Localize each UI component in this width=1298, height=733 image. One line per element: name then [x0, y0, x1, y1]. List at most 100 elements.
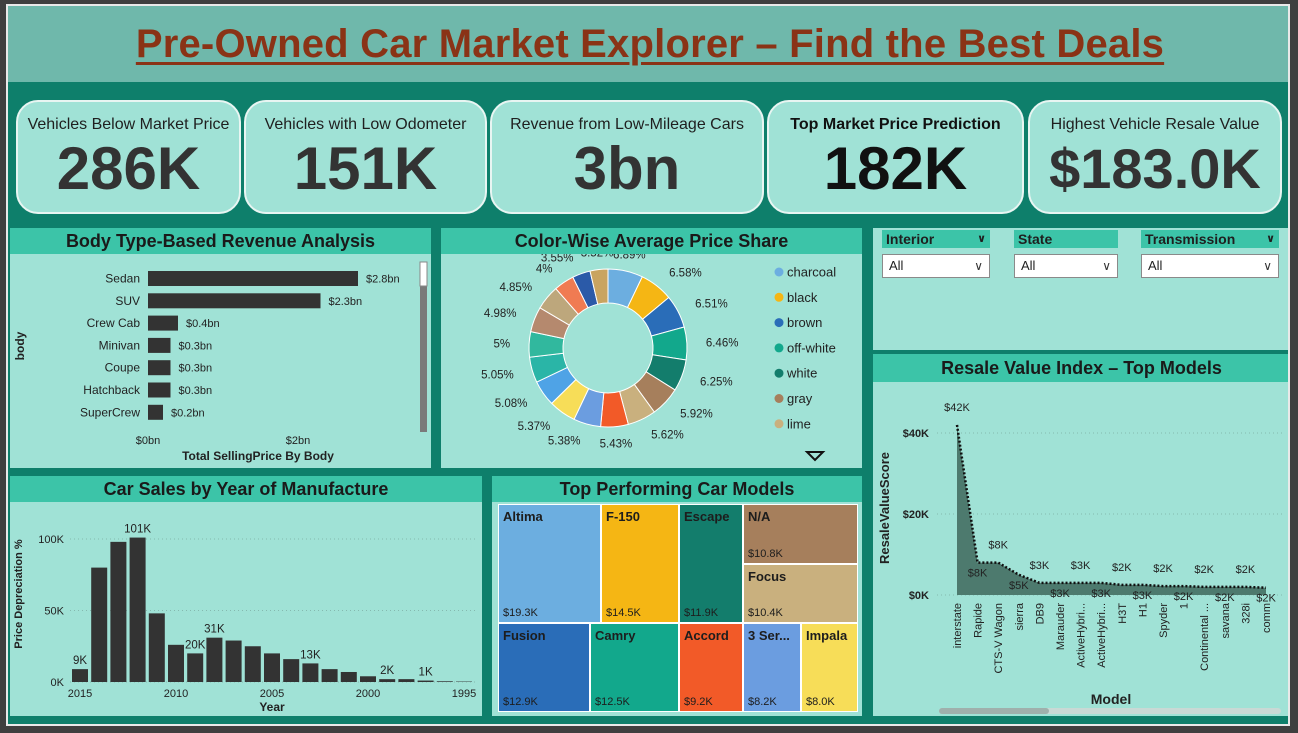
title-bar: Pre-Owned Car Market Explorer – Find the… [8, 6, 1288, 82]
data-label: $2K [1174, 591, 1194, 603]
filter-transmission[interactable]: Transmission ∨ All ∨ [1141, 230, 1279, 278]
bar[interactable] [148, 271, 358, 286]
y-tick-label: $0K [909, 590, 929, 602]
data-label: 2K [380, 665, 394, 677]
legend-entry[interactable]: black [787, 290, 818, 305]
legend-marker [774, 419, 784, 429]
bar[interactable] [148, 337, 171, 353]
legend-entry[interactable]: brown [787, 315, 822, 330]
legend-entry[interactable]: off-white [787, 340, 836, 355]
bar[interactable] [187, 653, 204, 682]
chevron-down-icon[interactable]: ∨ [1266, 233, 1275, 245]
chevron-down-icon[interactable]: ∨ [977, 233, 986, 245]
legend-entry[interactable]: lime [787, 416, 811, 431]
bar[interactable] [244, 646, 261, 682]
scrollbar-track[interactable] [420, 262, 427, 432]
series-line[interactable] [955, 424, 1267, 589]
x-tick-label: savana [1220, 602, 1232, 638]
area-fill [957, 424, 1266, 595]
cell-name: Accord [684, 628, 729, 643]
kpi-card-below-market[interactable]: Vehicles Below Market Price 286K [16, 100, 241, 214]
data-label: 20K [185, 639, 206, 651]
y-axis-label: body [13, 331, 27, 360]
body-revenue-chart: body Total SellingPrice By Body Sedan $2.… [13, 261, 428, 463]
data-label: $2K [1112, 562, 1132, 574]
cell-name: Escape [684, 509, 730, 524]
top-models-treemap: Altima $19.3K F-150 $14.5K Escape $11.9K N/A $1… [498, 504, 858, 712]
x-tick-label: Continental ... [1199, 603, 1211, 671]
chart-title: Body Type-Based Revenue Analysis [10, 228, 431, 254]
category-label: Sedan [105, 272, 140, 286]
x-tick-label: 1 [1179, 603, 1191, 609]
bar[interactable] [302, 663, 319, 682]
kpi-value: 182K [823, 135, 968, 202]
filter-state[interactable]: State All ∨ [1014, 230, 1118, 278]
category-label: SUV [115, 294, 140, 308]
bar[interactable] [72, 669, 88, 682]
legend-more-icon[interactable] [804, 451, 826, 462]
treemap-cell[interactable]: Focus $10.4K [743, 564, 858, 623]
treemap-cell[interactable]: N/A $10.8K [743, 504, 858, 564]
bar[interactable] [321, 669, 338, 682]
bar[interactable] [91, 567, 108, 682]
treemap-cell[interactable]: Escape $11.9K [679, 504, 743, 623]
data-label: 9K [73, 655, 87, 667]
bar[interactable] [379, 679, 396, 682]
scrollbar-thumb[interactable] [419, 261, 428, 287]
bar[interactable] [398, 679, 415, 682]
category-label: Coupe [105, 361, 141, 375]
bar[interactable] [148, 293, 321, 309]
kpi-card-low-mileage-revenue[interactable]: Revenue from Low-Mileage Cars 3bn [490, 100, 764, 214]
bar[interactable] [110, 541, 127, 682]
chevron-down-icon[interactable]: ∨ [1263, 259, 1272, 273]
bar[interactable] [283, 659, 300, 682]
chevron-down-icon[interactable]: ∨ [1102, 259, 1111, 273]
bar[interactable] [436, 681, 453, 682]
treemap-cell[interactable]: 3 Ser... $8.2K [743, 623, 801, 712]
data-label: 1K [419, 667, 433, 679]
transmission-dropdown[interactable]: All ∨ [1141, 254, 1279, 278]
y-tick-label: 50K [44, 606, 64, 618]
bar[interactable] [148, 404, 163, 420]
bar[interactable] [206, 637, 223, 682]
bar[interactable] [148, 613, 165, 682]
data-label: $3K [1071, 560, 1091, 572]
treemap-cell[interactable]: Altima $19.3K [498, 504, 601, 623]
legend-marker [774, 394, 784, 403]
interior-dropdown[interactable]: All ∨ [882, 254, 990, 278]
bar[interactable] [148, 315, 178, 331]
state-dropdown[interactable]: All ∨ [1014, 254, 1118, 278]
treemap-cell[interactable]: Fusion $12.9K [498, 623, 590, 712]
bar[interactable] [129, 537, 146, 682]
bar[interactable] [340, 671, 357, 682]
bar[interactable] [225, 640, 242, 682]
kpi-card-top-price-prediction[interactable]: Top Market Price Prediction 182K [767, 100, 1024, 214]
donut-slice[interactable] [589, 268, 609, 305]
legend-entry[interactable]: white [786, 366, 817, 381]
slice-label: 5.92% [680, 409, 713, 421]
bar[interactable] [360, 676, 376, 682]
treemap-cell[interactable]: Impala $8.0K [801, 623, 858, 712]
kpi-card-low-odometer[interactable]: Vehicles with Low Odometer 151K [244, 100, 487, 214]
filter-interior[interactable]: Interior ∨ All ∨ [882, 230, 990, 278]
data-label: $2.8bn [366, 274, 400, 286]
legend-entry[interactable]: charcoal [787, 265, 836, 280]
treemap-cell[interactable]: Accord $9.2K [679, 623, 743, 712]
data-label: $0.3bn [179, 385, 213, 397]
bar[interactable] [148, 382, 171, 398]
bar[interactable] [264, 653, 280, 682]
treemap-cell[interactable]: Camry $12.5K [590, 623, 679, 712]
slice-label: 5.08% [495, 398, 528, 410]
bar[interactable] [417, 680, 434, 682]
legend-entry[interactable]: gray [787, 391, 813, 406]
x-tick-label: ActiveHybri... [1096, 603, 1108, 668]
bar[interactable] [148, 360, 171, 376]
dashboard-frame: Pre-Owned Car Market Explorer – Find the… [6, 4, 1290, 726]
chevron-down-icon[interactable]: ∨ [974, 259, 983, 273]
treemap-cell[interactable]: F-150 $14.5K [601, 504, 679, 623]
scrollbar-thumb[interactable] [939, 708, 1049, 714]
kpi-card-highest-resale[interactable]: Highest Vehicle Resale Value $183.0K [1028, 100, 1282, 214]
chart-title: Resale Value Index – Top Models [873, 354, 1288, 382]
color-share-panel: Color-Wise Average Price Share 6.89% 6.58… [441, 228, 862, 468]
bar[interactable] [168, 644, 184, 682]
